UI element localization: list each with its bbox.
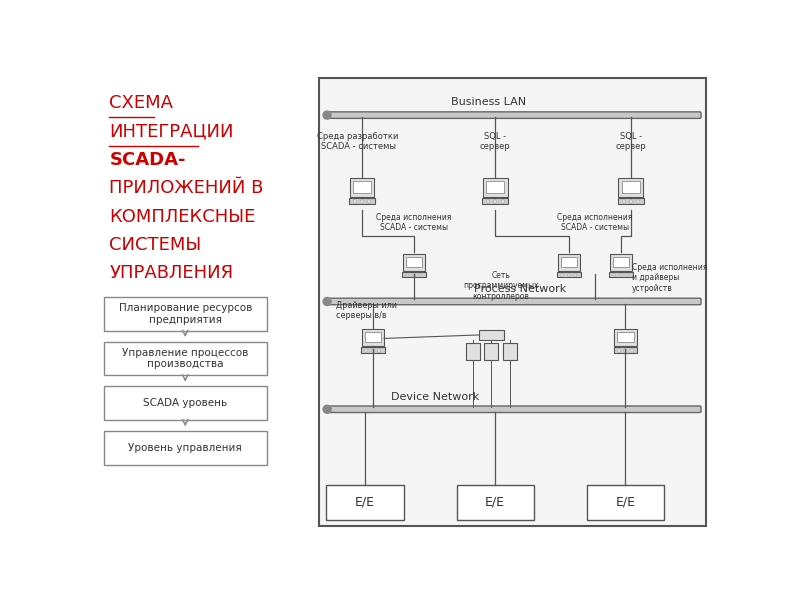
Bar — [618, 349, 620, 352]
Bar — [372, 349, 374, 352]
Bar — [561, 257, 577, 267]
Bar — [361, 200, 363, 203]
Bar — [622, 181, 640, 193]
Text: Business LAN: Business LAN — [451, 97, 526, 107]
Bar — [618, 178, 643, 197]
FancyBboxPatch shape — [326, 298, 701, 305]
Bar — [413, 274, 415, 276]
Bar — [558, 254, 580, 271]
Text: ПРИЛОЖЕНИЙ В: ПРИЛОЖЕНИЙ В — [110, 179, 264, 197]
Text: Е/Е: Е/Е — [486, 496, 506, 509]
Text: СХЕМА: СХЕМА — [110, 94, 174, 112]
Bar — [614, 274, 615, 276]
Text: Среда исполнения
SCADA - системы: Среда исполнения SCADA - системы — [557, 213, 633, 232]
Bar — [378, 349, 380, 352]
Bar — [365, 332, 381, 343]
Bar — [402, 272, 426, 277]
Bar — [618, 198, 644, 204]
Bar — [479, 330, 504, 340]
Bar — [466, 343, 480, 360]
Text: Е/Е: Е/Е — [355, 496, 375, 509]
Bar — [318, 78, 706, 526]
Bar — [568, 274, 570, 276]
Bar — [487, 200, 489, 203]
Bar — [104, 297, 266, 331]
Bar — [362, 329, 384, 346]
Text: Среда исполнения
SCADA - системы: Среда исполнения SCADA - системы — [376, 213, 451, 232]
Bar — [494, 200, 496, 203]
Bar — [354, 200, 356, 203]
Circle shape — [323, 298, 331, 305]
Text: Сеть
программируемых
контроллеров: Сеть программируемых контроллеров — [463, 271, 538, 301]
Bar — [406, 257, 422, 267]
Bar — [609, 272, 633, 277]
Bar — [402, 254, 425, 271]
FancyBboxPatch shape — [326, 406, 701, 413]
Text: SCADA уровень: SCADA уровень — [143, 398, 227, 408]
Bar — [637, 200, 639, 203]
Bar — [613, 257, 629, 267]
Bar — [610, 254, 632, 271]
Circle shape — [323, 405, 331, 413]
Bar — [482, 198, 508, 204]
Bar — [406, 274, 408, 276]
Text: Управление процессов
производства: Управление процессов производства — [122, 347, 249, 369]
Bar — [368, 200, 370, 203]
Text: Device Network: Device Network — [390, 392, 479, 401]
Text: SQL -
сервер: SQL - сервер — [480, 132, 510, 151]
Bar — [617, 332, 634, 343]
Bar — [485, 343, 498, 360]
Bar — [626, 274, 628, 276]
Text: SCADA-: SCADA- — [110, 151, 186, 169]
Bar — [361, 347, 385, 353]
Bar — [622, 200, 625, 203]
Bar — [574, 274, 577, 276]
Bar — [350, 178, 374, 197]
Bar — [104, 431, 266, 464]
FancyBboxPatch shape — [326, 112, 701, 118]
Bar — [631, 349, 633, 352]
Bar — [614, 329, 637, 346]
Bar — [502, 200, 503, 203]
Bar — [630, 200, 632, 203]
Text: Драйверы или
серверы в/в: Драйверы или серверы в/в — [336, 301, 398, 320]
Text: Среда разработки
SCADA - системы: Среда разработки SCADA - системы — [318, 132, 398, 151]
Bar — [562, 274, 563, 276]
Text: УПРАВЛЕНИЯ: УПРАВЛЕНИЯ — [110, 265, 234, 283]
Circle shape — [323, 111, 331, 119]
Bar — [419, 274, 422, 276]
Text: СИСТЕМЫ: СИСТЕМЫ — [110, 236, 202, 254]
Bar — [326, 485, 404, 520]
Text: Уровень управления: Уровень управления — [128, 443, 242, 453]
Bar — [104, 386, 266, 420]
Bar — [503, 343, 517, 360]
Text: Планирование ресурсов
предприятия: Планирование ресурсов предприятия — [118, 303, 252, 325]
Bar — [614, 347, 637, 353]
Bar — [366, 349, 367, 352]
Bar — [586, 485, 664, 520]
Text: ИНТЕГРАЦИИ: ИНТЕГРАЦИИ — [110, 122, 234, 140]
Text: Среда исполнения
и драйверы
устройств: Среда исполнения и драйверы устройств — [632, 263, 707, 293]
Bar — [104, 341, 266, 376]
Bar — [625, 349, 626, 352]
Text: Е/Е: Е/Е — [615, 496, 635, 509]
Bar — [457, 485, 534, 520]
Bar — [353, 181, 371, 193]
Text: КОМПЛЕКСНЫЕ: КОМПЛЕКСНЫЕ — [110, 208, 256, 226]
Text: SQL -
сервер: SQL - сервер — [615, 132, 646, 151]
Bar — [483, 178, 508, 197]
Bar — [349, 198, 375, 204]
Bar — [486, 181, 505, 193]
Bar — [620, 274, 622, 276]
Bar — [557, 272, 581, 277]
Text: Process Network: Process Network — [474, 284, 566, 294]
